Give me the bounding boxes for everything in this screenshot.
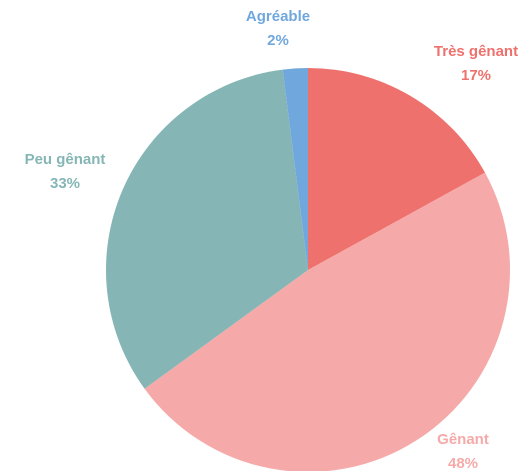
slice-label: Agréable [246, 8, 310, 25]
slice-label: Peu gênant [25, 151, 106, 168]
slice-value-label: 17% [461, 67, 491, 84]
pie-slice [282, 68, 308, 270]
pie-slice [308, 68, 486, 270]
pie-slice [144, 172, 510, 471]
slice-label: Gênant [437, 431, 489, 448]
slice-value-label: 2% [267, 32, 289, 49]
slice-value-label: 48% [448, 455, 478, 471]
slice-label: Très gênant [434, 43, 518, 60]
pie-slice [106, 69, 309, 389]
slice-value-label: 33% [50, 175, 80, 192]
